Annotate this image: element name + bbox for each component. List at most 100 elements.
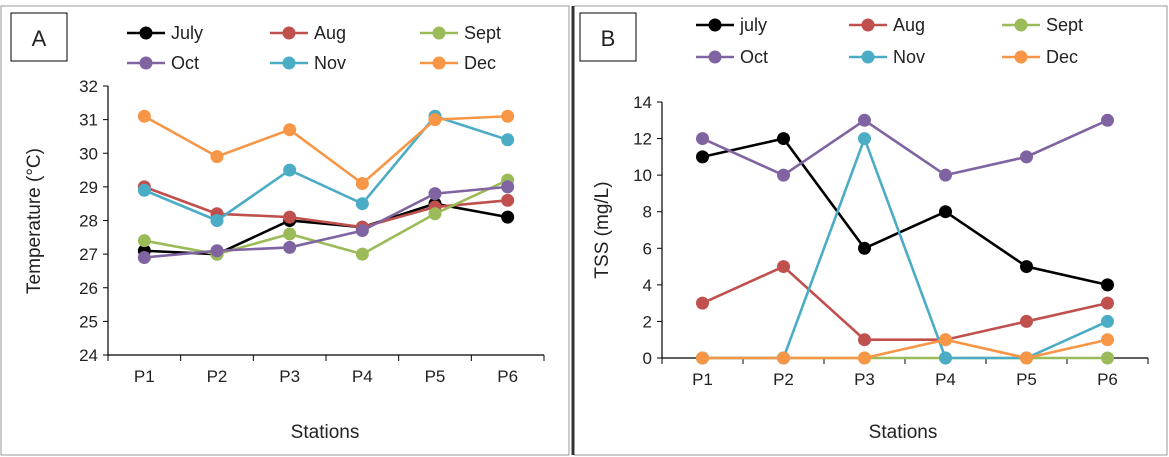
panel-a-x-tick-label: P1	[134, 367, 155, 386]
panel-b-legend-label-sept: Sept	[1046, 15, 1083, 35]
panel-b-x-tick-label: P1	[692, 370, 713, 389]
panel-a-legend-marker-nov	[282, 56, 296, 70]
panel-a-x-tick-label: P4	[352, 367, 373, 386]
panel-a-y-tick-label: 32	[79, 77, 98, 96]
panel-a-point-aug	[283, 210, 297, 224]
panel-a-plot-area: 24 25 26 27 28 29 30 31 32 P1 P2 P3 P4 P5 P6	[79, 77, 545, 386]
panel-a-legend-marker-sept	[432, 26, 446, 40]
panel-b-point-dec	[939, 333, 952, 347]
panel-b-tss-chart: B july Aug Sept Oct Nov Dec TSS (mg/L) Statio…	[571, 5, 1168, 456]
panel-b-legend-marker-aug	[861, 18, 875, 32]
panel-a-frame	[0, 5, 570, 456]
panel-a-point-nov	[210, 214, 224, 227]
panel-a-point-dec	[137, 109, 151, 123]
panel-b-x-axis-title: Stations	[869, 422, 938, 443]
panel-b-point-july	[1101, 278, 1114, 292]
panel-a-series-line-july	[144, 202, 508, 256]
panel-a-y-tick-label: 30	[79, 144, 98, 163]
panel-b-legend-item-july: july	[696, 15, 767, 35]
panel-a-point-dec	[428, 113, 442, 127]
panel-b-legend-marker-nov	[861, 50, 875, 64]
panel-a-y-tick-label: 24	[79, 346, 98, 365]
panel-b-legend-label-nov: Nov	[893, 47, 925, 67]
panel-a-legend: July Aug Sept Oct Nov Dec	[127, 23, 501, 73]
panel-b-legend-item-aug: Aug	[849, 15, 925, 35]
panel-a-point-oct	[501, 180, 515, 194]
panel-a-y-tick-label: 25	[79, 312, 98, 331]
panel-b-label: B	[601, 26, 616, 51]
panel-b-series-line-nov	[702, 134, 1109, 360]
panel-a-point-oct	[428, 187, 442, 201]
panel-a-point-sept	[428, 207, 442, 221]
panel-a-point-aug	[501, 193, 515, 207]
panel-a-x-tick-label: P6	[497, 367, 518, 386]
panel-b-legend-marker-dec	[1014, 50, 1028, 64]
panel-b-series-line-oct	[701, 118, 1109, 177]
panel-a-point-oct	[210, 244, 224, 258]
panel-b-plot-area: 0 2 4 6 8 10 12 14 P1 P2 P3 P4 P5 P6	[633, 93, 1149, 389]
panel-a-point-sept	[355, 247, 369, 261]
panel-b-y-axis-title: TSS (mg/L)	[592, 181, 613, 278]
panel-b-legend: july Aug Sept Oct Nov Dec	[696, 15, 1083, 67]
panel-b-y-tick-label: 8	[643, 203, 652, 222]
panel-a-y-axis-title: Temperature (°C)	[24, 148, 45, 294]
panel-b-legend-marker-july	[708, 18, 722, 32]
panel-a-point-nov	[283, 163, 297, 177]
panel-a-series-line-aug	[143, 185, 508, 229]
panel-a-point-oct	[355, 224, 369, 238]
panel-a-x-tick-label: P5	[425, 367, 446, 386]
panel-b-x-tick-label: P4	[935, 370, 956, 389]
panel-a-point-nov	[137, 183, 151, 197]
panel-a-x-tick-label: P3	[279, 367, 300, 386]
panel-a-y-tick-label: 29	[79, 178, 98, 197]
panel-b-series-line-july	[702, 137, 1108, 287]
panel-a-y-tick-label: 27	[79, 245, 98, 264]
panel-a-series-line-dec	[143, 114, 508, 186]
panel-b-legend-item-oct: Oct	[696, 47, 768, 67]
panel-b-point-july	[939, 205, 952, 219]
panel-b-point-aug	[696, 296, 709, 310]
panel-b-point-oct	[939, 168, 952, 182]
panel-a-legend-label-oct: Oct	[171, 53, 199, 73]
panel-b-point-nov	[858, 132, 871, 146]
panel-b-point-aug	[1101, 296, 1114, 310]
panel-b-point-oct	[777, 168, 790, 182]
panel-a-point-oct	[283, 240, 297, 254]
panel-b-legend-marker-oct	[708, 50, 722, 64]
panel-b-point-dec	[696, 351, 709, 365]
panel-a-point-july	[501, 210, 515, 224]
panel-a-legend-marker-july	[139, 26, 153, 40]
panel-a-point-dec	[355, 177, 369, 191]
panel-a-legend-item-aug: Aug	[270, 23, 346, 43]
panel-b-series-line-aug	[701, 265, 1108, 342]
panel-b-point-aug	[858, 333, 871, 347]
panel-b-legend-item-dec: Dec	[1002, 47, 1078, 67]
panel-b-y-tick-label: 10	[633, 166, 652, 185]
panel-b-x-tick-label: P6	[1097, 370, 1118, 389]
panel-a-point-dec	[210, 150, 224, 164]
panel-b-x-tick-label: P5	[1016, 370, 1037, 389]
panel-b-legend-item-nov: Nov	[849, 47, 925, 67]
panel-a-legend-item-nov: Nov	[270, 53, 346, 73]
panel-b-y-tick-label: 12	[633, 130, 652, 149]
panel-a-y-tick-label: 31	[79, 111, 98, 130]
panel-a-legend-item-dec: Dec	[420, 53, 496, 73]
panel-b-point-oct	[858, 113, 871, 127]
panel-a-series-line-oct	[144, 185, 508, 259]
panel-b-point-july	[777, 132, 790, 146]
panel-b-legend-label-july: july	[739, 15, 767, 35]
panel-b-point-july	[696, 150, 709, 164]
panel-a-x-axis-title: Stations	[291, 422, 360, 443]
panel-a-y-tick-label: 28	[79, 212, 98, 231]
panel-b-point-aug	[777, 260, 790, 274]
panel-b-point-nov	[1101, 314, 1114, 328]
panel-a-legend-label-sept: Sept	[464, 23, 501, 43]
panel-b-legend-item-sept: Sept	[1002, 15, 1083, 35]
panel-b-point-dec	[1101, 333, 1114, 347]
panel-a-x-tick-label: P2	[207, 367, 228, 386]
panel-b-y-tick-label: 4	[643, 276, 652, 295]
panel-b-point-july	[1020, 260, 1033, 274]
panel-b-point-oct	[1020, 150, 1033, 164]
panel-b-point-oct	[696, 132, 709, 146]
